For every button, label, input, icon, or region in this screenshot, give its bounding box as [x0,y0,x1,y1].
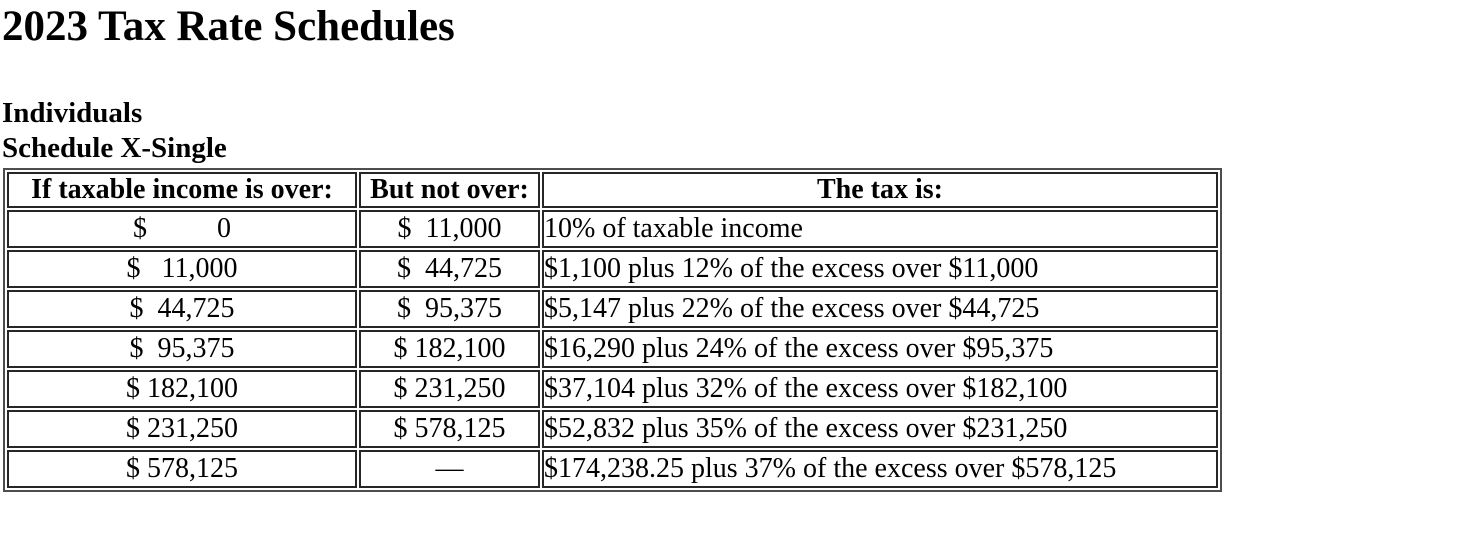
cell-income-over: $ 0 [7,210,357,248]
cell-income-over: $ 182,100 [7,370,357,408]
section-individuals-label: Individuals [2,97,143,129]
cell-tax-formula: $37,104 plus 32% of the excess over $182… [542,370,1218,408]
cell-income-over: $ 578,125 [7,450,357,488]
table-row: $ 231,250 $ 578,125 $52,832 plus 35% of … [7,410,1218,448]
cell-income-over: $ 95,375 [7,330,357,368]
cell-tax-formula: $1,100 plus 12% of the excess over $11,0… [542,250,1218,288]
table-row: $ 11,000 $ 44,725 $1,100 plus 12% of the… [7,250,1218,288]
cell-not-over: — [359,450,540,488]
cell-income-over: $ 231,250 [7,410,357,448]
header-if-taxable-income-is-over: If taxable income is over: [7,172,357,208]
cell-not-over: $ 44,725 [359,250,540,288]
cell-income-over: $ 11,000 [7,250,357,288]
cell-not-over: $ 231,250 [359,370,540,408]
section-heading: Individuals Schedule X-Single [2,96,1479,166]
section-schedule-x-single-label: Schedule X-Single [2,132,227,164]
cell-not-over: $ 578,125 [359,410,540,448]
table-row: $ 95,375 $ 182,100 $16,290 plus 24% of t… [7,330,1218,368]
page-title: 2023 Tax Rate Schedules [2,3,455,50]
cell-tax-formula: $5,147 plus 22% of the excess over $44,7… [542,290,1218,328]
cell-tax-formula: $52,832 plus 35% of the excess over $231… [542,410,1218,448]
tax-rate-table: If taxable income is over: But not over:… [3,168,1222,492]
table-row: $ 578,125 — $174,238.25 plus 37% of the … [7,450,1218,488]
cell-tax-formula: $16,290 plus 24% of the excess over $95,… [542,330,1218,368]
cell-not-over: $ 182,100 [359,330,540,368]
cell-tax-formula: $174,238.25 plus 37% of the excess over … [542,450,1218,488]
cell-income-over: $ 44,725 [7,290,357,328]
cell-tax-formula: 10% of taxable income [542,210,1218,248]
cell-not-over: $ 95,375 [359,290,540,328]
tax-schedule-document: 2023 Tax Rate Schedules Individuals Sche… [0,3,1479,539]
table-header-row: If taxable income is over: But not over:… [7,172,1218,208]
table-row: $ 44,725 $ 95,375 $5,147 plus 22% of the… [7,290,1218,328]
table-row: $ 182,100 $ 231,250 $37,104 plus 32% of … [7,370,1218,408]
cell-not-over: $ 11,000 [359,210,540,248]
table-row: $ 0 $ 11,000 10% of taxable income [7,210,1218,248]
header-but-not-over: But not over: [359,172,540,208]
header-the-tax-is: The tax is: [542,172,1218,208]
